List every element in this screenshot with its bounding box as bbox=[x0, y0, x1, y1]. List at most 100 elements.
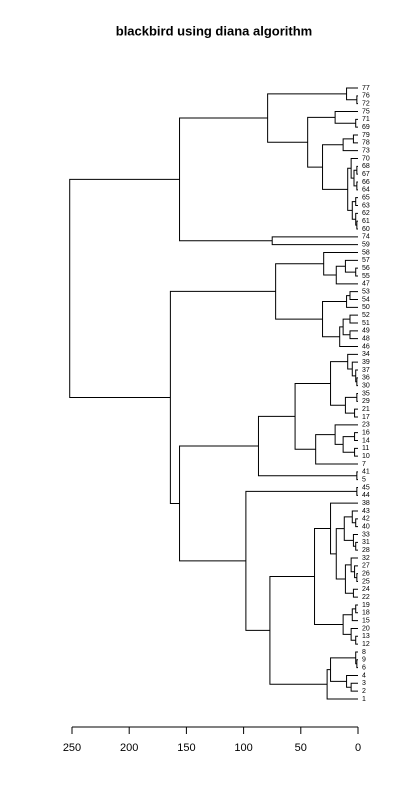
leaf-label: 20 bbox=[362, 625, 370, 632]
leaf-label: 69 bbox=[362, 124, 370, 131]
dendrogram-link bbox=[354, 447, 358, 457]
leaf-label: 79 bbox=[362, 132, 370, 139]
leaf-label: 25 bbox=[362, 578, 370, 585]
leaf-label: 2 bbox=[362, 688, 366, 695]
leaf-label: 77 bbox=[362, 85, 370, 92]
dendrogram-link bbox=[352, 588, 358, 598]
dendrogram-link bbox=[355, 604, 358, 614]
leaf-label: 31 bbox=[362, 539, 370, 546]
dendrogram-link bbox=[356, 95, 358, 105]
leaf-label: 60 bbox=[362, 226, 370, 233]
leaf-label: 44 bbox=[362, 492, 370, 499]
dendrogram-link bbox=[354, 565, 358, 579]
dendrogram-link bbox=[335, 265, 358, 285]
dendrogram-link bbox=[351, 201, 356, 220]
leaf-label: 3 bbox=[362, 680, 366, 687]
dendrogram-link bbox=[351, 510, 358, 524]
dendrogram-link bbox=[169, 290, 276, 504]
dendrogram-link bbox=[179, 117, 273, 242]
dendrogram-link bbox=[342, 138, 358, 152]
leaf-label: 63 bbox=[362, 202, 370, 209]
leaf-label: 29 bbox=[362, 398, 370, 405]
leaf-label: 21 bbox=[362, 406, 370, 413]
dendrogram-link bbox=[356, 471, 358, 481]
dendrogram-link bbox=[349, 291, 358, 300]
leaf-label: 45 bbox=[362, 484, 370, 491]
leaf-label: 52 bbox=[362, 312, 370, 319]
leaf-label: 5 bbox=[362, 476, 366, 483]
leaf-label: 70 bbox=[362, 155, 370, 162]
dendrogram-link bbox=[355, 118, 358, 128]
dendrogram-link bbox=[355, 197, 358, 206]
leaf-label: 54 bbox=[362, 296, 370, 303]
dendrogram-link bbox=[342, 436, 355, 453]
dendrogram-link bbox=[339, 326, 358, 347]
dendrogram-link bbox=[269, 576, 328, 685]
dendrogram-link bbox=[356, 377, 358, 387]
dendrogram-link bbox=[356, 659, 358, 669]
dendrogram-link bbox=[349, 330, 358, 340]
dendrogram-link bbox=[356, 181, 358, 191]
leaf-label: 57 bbox=[362, 257, 370, 264]
leaf-label: 8 bbox=[362, 649, 366, 656]
x-tick-label: 100 bbox=[234, 742, 252, 754]
dendrogram-link bbox=[356, 165, 358, 175]
leaf-label: 65 bbox=[362, 195, 370, 202]
dendrogram-link bbox=[349, 314, 358, 324]
dendrogram-link bbox=[350, 682, 358, 692]
dendrogram-link bbox=[314, 527, 344, 626]
leaf-label: 58 bbox=[362, 249, 370, 256]
leaf-label: 59 bbox=[362, 242, 370, 249]
leaf-label: 33 bbox=[362, 531, 370, 538]
dendrogram-link bbox=[330, 657, 356, 682]
leaf-label: 64 bbox=[362, 187, 370, 194]
leaf-label: 72 bbox=[362, 101, 370, 108]
leaf-label: 17 bbox=[362, 414, 370, 421]
leaf-label: 34 bbox=[362, 351, 370, 358]
dendrogram-link bbox=[271, 236, 358, 246]
dendrogram-link bbox=[322, 144, 348, 190]
leaf-label: 66 bbox=[362, 179, 370, 186]
dendrogram-link bbox=[275, 263, 324, 320]
dendrogram-link bbox=[350, 627, 358, 641]
leaf-label: 53 bbox=[362, 289, 370, 296]
leaf-label: 78 bbox=[362, 140, 370, 147]
leaf-label: 47 bbox=[362, 281, 370, 288]
dendrogram-link bbox=[351, 361, 358, 377]
dendrogram-link bbox=[334, 110, 358, 124]
chart-title: blackbird using diana algorithm bbox=[116, 23, 312, 38]
leaf-label: 40 bbox=[362, 523, 370, 530]
dendrogram-link bbox=[344, 564, 354, 594]
leaf-label: 13 bbox=[362, 633, 370, 640]
dendrogram-link bbox=[245, 490, 357, 631]
leaf-label: 39 bbox=[362, 359, 370, 366]
x-tick-label: 150 bbox=[177, 742, 195, 754]
dendrogram-link bbox=[356, 486, 358, 496]
dendrogram-link bbox=[354, 408, 358, 418]
dendrogram-link bbox=[355, 635, 358, 645]
leaf-label: 36 bbox=[362, 375, 370, 382]
leaf-label: 22 bbox=[362, 594, 370, 601]
dendrogram-link bbox=[351, 608, 358, 622]
dendrogram-link bbox=[179, 445, 259, 562]
leaf-label: 56 bbox=[362, 265, 370, 272]
dendrogram-link bbox=[69, 178, 180, 398]
leaf-label: 6 bbox=[362, 664, 366, 671]
leaf-label: 27 bbox=[362, 563, 370, 570]
dendrogram-link bbox=[354, 432, 358, 441]
leaf-label: 71 bbox=[362, 116, 370, 123]
leaf-label: 10 bbox=[362, 453, 370, 460]
dendrogram-link bbox=[356, 392, 358, 402]
x-tick-label: 200 bbox=[120, 742, 138, 754]
leaf-label: 18 bbox=[362, 610, 370, 617]
dendrogram-link bbox=[346, 674, 358, 688]
leaf-label: 14 bbox=[362, 437, 370, 444]
leaf-label: 38 bbox=[362, 500, 370, 507]
dendrogram-link bbox=[355, 267, 358, 277]
leaf-label: 19 bbox=[362, 602, 370, 609]
leaf-label: 7 bbox=[362, 461, 366, 468]
leaf-label: 30 bbox=[362, 382, 370, 389]
leaf-label: 37 bbox=[362, 367, 370, 374]
leaf-label: 12 bbox=[362, 641, 370, 648]
